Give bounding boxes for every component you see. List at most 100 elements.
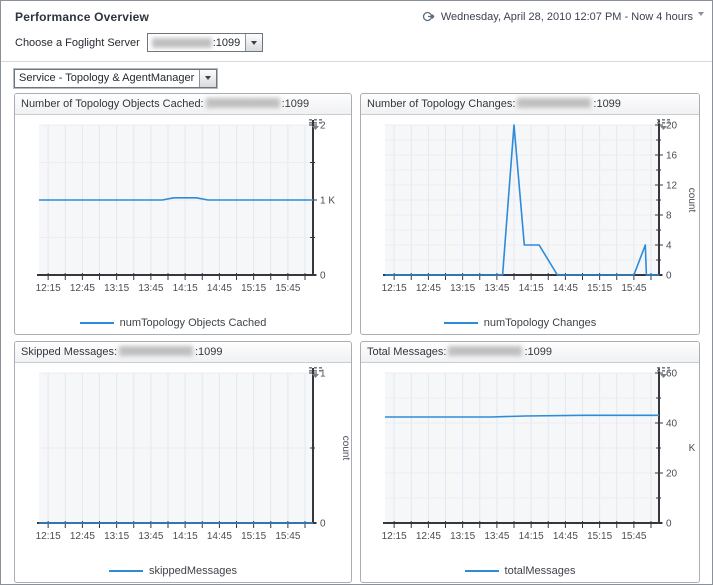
chart-canvas-skipped-messages[interactable]: 12:15 12:45 13:15 13:45 14:15 14:45 15:15 15:45… bbox=[15, 363, 351, 559]
legend-label: totalMessages bbox=[504, 564, 576, 577]
service-picker-row: Service - Topology & AgentManager bbox=[14, 68, 712, 88]
svg-text:15:45: 15:45 bbox=[621, 531, 646, 542]
svg-text:40: 40 bbox=[666, 418, 678, 429]
server-select[interactable]: :1099 bbox=[146, 33, 264, 52]
chart-panel-total-messages: Total Messages: :1099 12:15 12:45 13:15 13:45… bbox=[360, 340, 700, 583]
chart-legend: skippedMessages bbox=[15, 564, 341, 577]
svg-text:12:15: 12:15 bbox=[36, 283, 61, 294]
chart-legend: totalMessages bbox=[361, 564, 689, 577]
chart-title-text: Skipped Messages: bbox=[21, 345, 117, 358]
chart-panel-body: 12:15 12:45 13:15 13:45 14:15 14:45 15:15 15:45… bbox=[15, 363, 351, 577]
gridlines bbox=[39, 124, 313, 275]
time-range-selector[interactable]: Wednesday, April 28, 2010 12:07 PM - Now… bbox=[422, 10, 704, 23]
chart-panel-title: Number of Topology Objects Cached::1099 bbox=[15, 93, 351, 115]
chart-legend: numTopology Objects Cached bbox=[15, 316, 341, 329]
svg-text:13:15: 13:15 bbox=[450, 531, 475, 542]
axes: 12:15 12:45 13:15 13:45 14:15 14:45 15:15 15:45… bbox=[382, 367, 696, 542]
svg-text:13:15: 13:15 bbox=[104, 531, 129, 542]
time-range-caret-icon bbox=[698, 11, 704, 16]
svg-text:14:45: 14:45 bbox=[207, 283, 232, 294]
svg-text:15:15: 15:15 bbox=[587, 283, 612, 294]
svg-text:12:15: 12:15 bbox=[382, 283, 407, 294]
svg-text:14:15: 14:15 bbox=[519, 531, 544, 542]
top-bar: Performance Overview Wednesday, April 28… bbox=[1, 1, 712, 24]
chart-title-port: :1099 bbox=[524, 345, 553, 358]
axes: 12:15 12:45 13:15 13:45 14:15 14:45 15:15 15:45… bbox=[36, 119, 335, 294]
chevron-down-icon bbox=[251, 40, 258, 45]
legend-label: numTopology Objects Cached bbox=[119, 316, 267, 329]
legend-line-swatch bbox=[443, 321, 478, 324]
chart-canvas-topology-changes[interactable]: 12:15 12:45 13:15 13:45 14:15 14:45 15:15 15:45… bbox=[361, 115, 697, 311]
chart-canvas-topology-objects-cached[interactable]: 12:15 12:45 13:15 13:45 14:15 14:45 15:15 15:45… bbox=[15, 115, 351, 311]
chart-canvas-total-messages[interactable]: 12:15 12:45 13:15 13:45 14:15 14:45 15:15 15:45… bbox=[361, 363, 697, 559]
svg-text:14:45: 14:45 bbox=[553, 531, 578, 542]
chart-options-icon[interactable] bbox=[656, 118, 671, 131]
series-line bbox=[39, 196, 313, 201]
y-axis-label: K bbox=[689, 443, 696, 454]
svg-text:14:15: 14:15 bbox=[173, 531, 198, 542]
separator bbox=[1, 61, 712, 62]
chart-options-icon[interactable] bbox=[308, 366, 323, 379]
series-line bbox=[385, 413, 659, 418]
svg-text:8: 8 bbox=[666, 210, 672, 221]
service-select-dropdown-button[interactable] bbox=[199, 69, 217, 87]
svg-text:15:45: 15:45 bbox=[275, 531, 300, 542]
service-select-value: Service - Topology & AgentManager bbox=[19, 72, 195, 84]
chart-legend: numTopology Changes bbox=[361, 316, 689, 329]
svg-text:15:45: 15:45 bbox=[621, 283, 646, 294]
svg-text:16: 16 bbox=[666, 150, 678, 161]
gridlines bbox=[39, 372, 313, 523]
svg-text:1 K: 1 K bbox=[320, 195, 335, 206]
chart-panel-body: 12:15 12:45 13:15 13:45 14:15 14:45 15:15 15:45… bbox=[361, 115, 699, 329]
chart-title-text: Total Messages: bbox=[367, 345, 447, 358]
svg-text:14:45: 14:45 bbox=[207, 531, 232, 542]
svg-text:15:15: 15:15 bbox=[587, 531, 612, 542]
chart-options-icon[interactable] bbox=[656, 366, 671, 379]
server-picker-row: Choose a Foglight Server :1099 bbox=[15, 33, 712, 52]
svg-text:20: 20 bbox=[666, 468, 678, 479]
svg-text:12:15: 12:15 bbox=[382, 531, 407, 542]
series-line bbox=[385, 123, 659, 276]
legend-label: numTopology Changes bbox=[483, 316, 597, 329]
svg-text:12:45: 12:45 bbox=[416, 283, 441, 294]
page-title: Performance Overview bbox=[15, 10, 150, 24]
legend-line-swatch bbox=[108, 569, 143, 572]
svg-text:0: 0 bbox=[320, 270, 326, 281]
svg-text:1: 1 bbox=[320, 368, 326, 379]
server-select-value: :1099 bbox=[148, 34, 246, 51]
chart-panel-body: 12:15 12:45 13:15 13:45 14:15 14:45 15:15 15:45… bbox=[15, 115, 351, 329]
svg-text:13:45: 13:45 bbox=[138, 531, 163, 542]
server-select-dropdown-button[interactable] bbox=[245, 34, 263, 51]
chart-title-text: Number of Topology Objects Cached: bbox=[21, 97, 204, 110]
chart-panel-body: 12:15 12:45 13:15 13:45 14:15 14:45 15:15 15:45… bbox=[361, 363, 699, 577]
svg-text:12: 12 bbox=[666, 180, 678, 191]
svg-text:12:45: 12:45 bbox=[416, 531, 441, 542]
svg-text:14:45: 14:45 bbox=[553, 283, 578, 294]
chart-panel-title: Number of Topology Changes::1099 bbox=[361, 93, 699, 115]
charts-grid: Number of Topology Objects Cached::1099 1… bbox=[14, 92, 712, 583]
chart-title-port: :1099 bbox=[195, 345, 223, 358]
legend-label: skippedMessages bbox=[148, 564, 238, 577]
chart-panel-topology-objects-cached: Number of Topology Objects Cached::1099 1… bbox=[14, 92, 352, 335]
svg-text:20: 20 bbox=[666, 120, 678, 131]
y-axis-label: count bbox=[686, 187, 697, 212]
svg-text:0: 0 bbox=[666, 270, 672, 281]
svg-text:13:45: 13:45 bbox=[138, 283, 163, 294]
chart-title-text: Number of Topology Changes: bbox=[367, 97, 516, 110]
chevron-down-icon bbox=[205, 76, 212, 80]
server-picker-label: Choose a Foglight Server bbox=[15, 36, 140, 49]
chart-options-icon[interactable] bbox=[308, 118, 323, 131]
svg-text:13:15: 13:15 bbox=[104, 283, 129, 294]
svg-text:60: 60 bbox=[666, 368, 678, 379]
redacted-server-name bbox=[119, 345, 193, 356]
svg-text:0: 0 bbox=[320, 518, 326, 529]
redacted-server-name bbox=[151, 37, 212, 48]
svg-text:12:15: 12:15 bbox=[36, 531, 61, 542]
chart-panel-title: Total Messages: :1099 bbox=[361, 341, 699, 363]
svg-text:14:15: 14:15 bbox=[519, 283, 544, 294]
svg-text:4: 4 bbox=[666, 240, 672, 251]
time-range-icon bbox=[422, 10, 436, 23]
svg-text:13:45: 13:45 bbox=[484, 531, 509, 542]
service-select[interactable]: Service - Topology & AgentManager bbox=[14, 68, 218, 88]
